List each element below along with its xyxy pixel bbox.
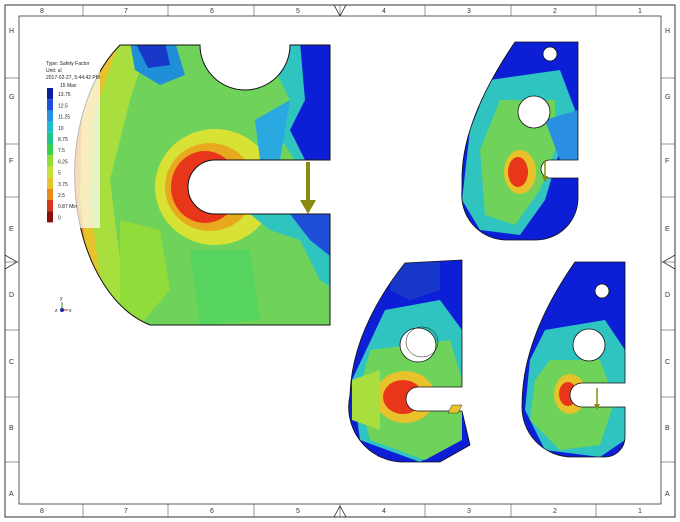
legend-color-swatch (47, 110, 53, 122)
legend-tick-label: 5 (58, 171, 61, 177)
row-label-left-b: B (9, 425, 14, 432)
legend-color-swatch (47, 121, 53, 133)
col-label-top-1: 1 (638, 8, 642, 15)
row-label-left-c: C (9, 359, 14, 366)
zone-ticks (5, 5, 675, 517)
top-right-center-hole (517, 95, 551, 129)
col-label-bottom-8: 8 (40, 508, 44, 515)
top-right-stress-view[interactable] (455, 40, 585, 245)
legend-color-swatch (47, 200, 53, 212)
legend-tick-label: 6.25 (58, 159, 68, 165)
bottom-left-load-face (447, 404, 463, 414)
bottom-right-stress-view[interactable] (515, 255, 635, 465)
row-label-right-f: F (665, 158, 669, 165)
legend-color-bar (47, 88, 53, 223)
col-label-bottom-5: 5 (296, 508, 300, 515)
triad-y-label: y (60, 296, 63, 302)
legend-unit-label: Unit: ul (46, 68, 62, 74)
col-label-top-7: 7 (124, 8, 128, 15)
legend-tick-label: 13.75 (58, 92, 71, 98)
safety-factor-legend: Type: Safety Factor Unit: ul 2017-02-27,… (44, 53, 100, 228)
legend-color-swatch (47, 177, 53, 189)
legend-timestamp: 2017-02-27, 5:44:42 PM (46, 75, 100, 81)
row-label-right-c: C (665, 359, 670, 366)
row-label-right-d: D (665, 292, 670, 299)
row-label-right-a: A (665, 491, 670, 498)
col-label-top-6: 6 (210, 8, 214, 15)
bottom-right-small-hole (594, 283, 610, 299)
center-mark-top (333, 4, 347, 17)
main-stress-view[interactable] (60, 40, 350, 340)
triad-origin-icon (60, 308, 64, 312)
legend-color-swatch (47, 188, 53, 200)
triad-x-label: x (69, 308, 72, 314)
top-right-load-arrow-head-icon (542, 176, 548, 182)
col-label-bottom-1: 1 (638, 508, 642, 515)
bottom-right-center-hole (572, 328, 606, 362)
legend-color-swatch (47, 132, 53, 144)
row-label-left-f: F (9, 158, 13, 165)
legend-color-swatch (47, 144, 53, 156)
legend-tick-label: 7.5 (58, 148, 65, 154)
col-label-top-4: 4 (382, 8, 386, 15)
col-label-bottom-4: 4 (382, 508, 386, 515)
col-label-top-2: 2 (553, 8, 557, 15)
legend-tick-label: 0.87 Min (58, 204, 77, 210)
legend-tick-label: 12.5 (58, 103, 68, 109)
top-right-small-hole (542, 46, 558, 62)
legend-tick-label: 2.5 (58, 193, 65, 199)
legend-color-swatch (47, 99, 53, 111)
legend-color-swatch (47, 155, 53, 167)
row-label-left-g: G (9, 94, 14, 101)
row-label-left-h: H (9, 28, 14, 35)
legend-tick-label: 3.75 (58, 182, 68, 188)
bottom-right-load-arrow-head-icon (594, 404, 600, 410)
legend-tick-label: 8.75 (58, 137, 68, 143)
col-label-bottom-2: 2 (553, 508, 557, 515)
bottom-left-stress-view[interactable] (345, 255, 475, 470)
triad-z-label: z (55, 308, 58, 314)
row-label-right-e: E (665, 226, 670, 233)
legend-tick-labels: 13.75 12.5 11.25 10 8.75 7.5 6.25 5 3.75 2.5 0.87 … (58, 92, 77, 221)
col-label-top-5: 5 (296, 8, 300, 15)
load-arrow-head-icon (300, 200, 316, 214)
col-label-top-3: 3 (467, 8, 471, 15)
row-label-right-g: G (665, 94, 670, 101)
center-mark-right (662, 254, 676, 270)
coordinate-triad: y x z (55, 296, 72, 314)
bottom-left-center-hole (399, 327, 437, 363)
row-label-left-d: D (9, 292, 14, 299)
col-label-bottom-3: 3 (467, 508, 471, 515)
legend-tick-label: 10 (58, 126, 64, 132)
row-label-right-h: H (665, 28, 670, 35)
center-mark-bottom (333, 505, 347, 518)
legend-color-swatch (47, 166, 53, 178)
legend-color-swatch (47, 88, 53, 100)
legend-tick-label: 0 (58, 215, 61, 221)
legend-tick-label: 11.25 (58, 115, 70, 121)
col-label-bottom-7: 7 (124, 508, 128, 515)
col-label-top-8: 8 (40, 8, 44, 15)
row-label-right-b: B (665, 425, 670, 432)
legend-type-label: Type: Safety Factor (46, 61, 90, 67)
row-label-left-a: A (9, 491, 14, 498)
center-mark-left (4, 254, 18, 270)
row-label-left-e: E (9, 226, 14, 233)
col-label-bottom-6: 6 (210, 508, 214, 515)
legend-max-label: 15 Max (60, 83, 77, 89)
legend-color-swatch (47, 211, 53, 223)
